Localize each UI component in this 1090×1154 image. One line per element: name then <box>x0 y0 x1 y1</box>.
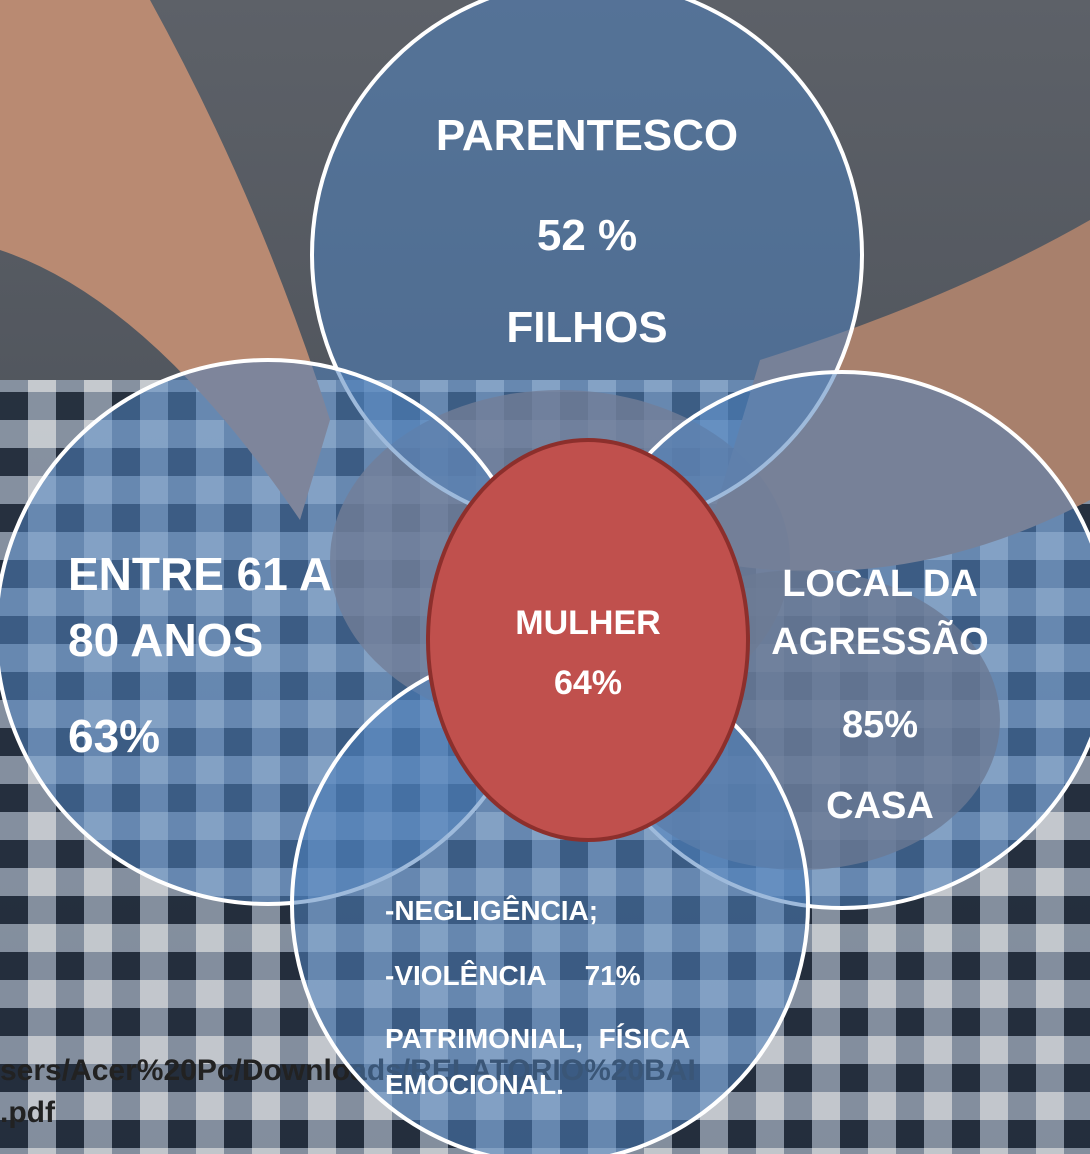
node-text: -VIOLÊNCIA 71% <box>385 960 641 991</box>
node-text: PATRIMONIAL, FÍSICA <box>385 1023 690 1054</box>
node-text: LOCAL DA <box>782 563 978 605</box>
node-text: 85% <box>842 704 918 746</box>
center-text: 64% <box>554 664 622 702</box>
source-line: .pdf <box>0 1096 56 1129</box>
node-text: CASA <box>826 785 934 827</box>
node-text: ENTRE 61 A <box>68 548 332 600</box>
slide: sers/Acer%20Pc/Downloads/RELATORIO%20BAI… <box>0 0 1090 1154</box>
node-text: 52 % <box>537 211 637 260</box>
node-text: FILHOS <box>506 303 667 352</box>
node-text: AGRESSÃO <box>771 619 988 663</box>
center-text: MULHER <box>515 604 660 642</box>
node-text: 80 ANOS <box>68 614 263 666</box>
node-text: -NEGLIGÊNCIA; <box>385 895 598 926</box>
node-text: 63% <box>68 710 160 762</box>
node-text: PARENTESCO <box>436 111 738 160</box>
node-text: EMOCIONAL. <box>385 1069 564 1100</box>
